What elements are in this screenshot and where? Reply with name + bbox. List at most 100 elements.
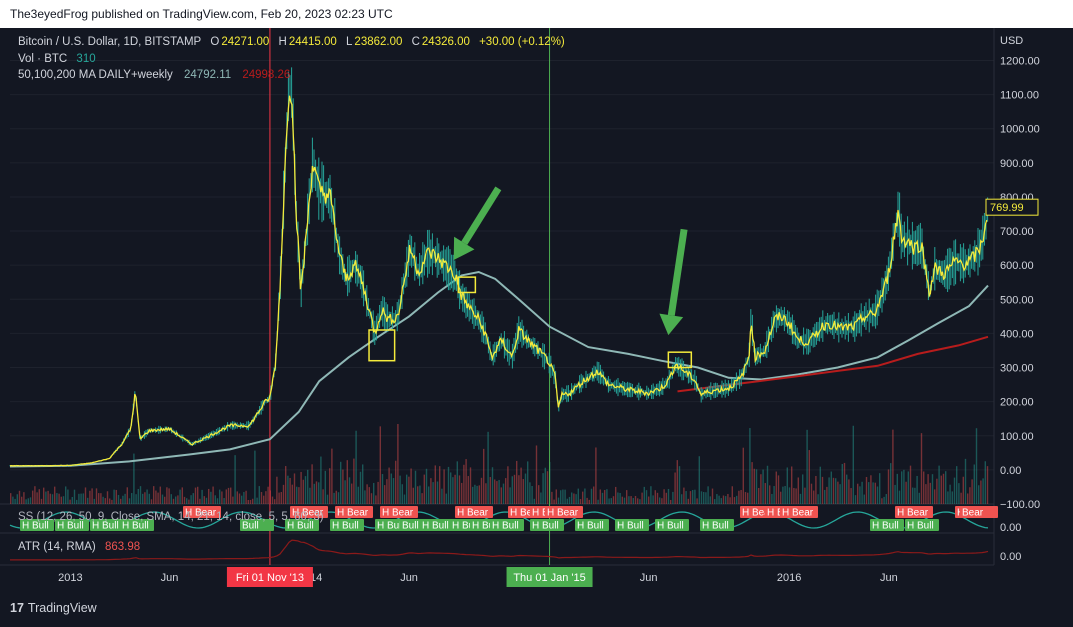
volume-bar — [738, 490, 740, 504]
volume-bar — [766, 465, 769, 504]
volume-bar — [463, 464, 465, 504]
atr-tick-label: 0.00 — [1000, 551, 1021, 563]
volume-bar — [533, 498, 535, 504]
volume-bar — [863, 494, 865, 504]
bull-label-bg — [655, 519, 689, 531]
volume-bar — [571, 492, 573, 504]
volume-bar — [916, 475, 918, 504]
volume-bar — [146, 489, 148, 504]
volume-bar — [929, 482, 931, 504]
publisher-text: The3eyedFrog published on TradingView.co… — [10, 7, 393, 21]
volume-bar — [287, 475, 289, 504]
volume-bar — [865, 476, 868, 504]
x-tick-label: 2013 — [58, 572, 82, 584]
volume-bar — [892, 429, 894, 504]
volume-bar — [703, 491, 705, 504]
volume-bar — [659, 497, 661, 504]
volume-bar — [227, 487, 230, 504]
volume-bar — [938, 465, 940, 504]
volume-bar — [769, 485, 771, 504]
volume-bar — [179, 489, 181, 504]
legend-o-value: 24271.00 — [221, 36, 270, 48]
volume-bar — [458, 475, 461, 504]
volume-bar — [934, 489, 936, 504]
volume-bar — [309, 487, 311, 504]
volume-bar — [590, 488, 593, 504]
volume-bar — [661, 498, 663, 504]
volume-bar — [870, 475, 872, 504]
bull-label-bg — [905, 519, 939, 531]
arrow-shaft — [461, 186, 502, 245]
volume-bar — [36, 492, 38, 504]
bear-label: H Bear — [337, 508, 369, 519]
volume-bar — [764, 483, 766, 504]
volume-bar — [326, 494, 329, 504]
volume-bar — [252, 498, 254, 504]
volume-bar — [238, 493, 241, 504]
volume-bar — [755, 469, 758, 504]
volume-bar — [65, 486, 67, 504]
volume-bar — [920, 433, 923, 504]
volume-bar — [304, 476, 307, 504]
bear-label-bg — [455, 506, 493, 518]
volume-bar — [353, 458, 355, 504]
volume-bar — [828, 477, 830, 504]
volume-bar — [683, 487, 685, 504]
volume-bar — [311, 464, 313, 504]
volume-bar — [161, 494, 164, 504]
chart-svg[interactable]: H Bull H Bull H Bull H Bull Bull H Bull H Bull… — [0, 28, 1073, 592]
bear-label: H Bear — [782, 508, 814, 519]
volume-bar — [978, 485, 980, 504]
volume-bar — [494, 479, 496, 504]
y-tick-label: 600.00 — [1000, 260, 1034, 272]
volume-bar — [421, 493, 423, 504]
bull-label: H Bull — [492, 521, 519, 532]
volume-bar — [958, 483, 960, 504]
volume-bar — [137, 488, 139, 504]
publisher-bar: The3eyedFrog published on TradingView.co… — [0, 0, 1073, 28]
marker-date-label: Thu 01 Jan '15 — [513, 572, 585, 584]
volume-bar — [87, 497, 89, 504]
volume-bar — [78, 493, 80, 504]
volume-bar — [43, 487, 45, 504]
volume-bar — [480, 477, 483, 504]
volume-bar — [676, 460, 678, 504]
y-tick-label: 1100.00 — [1000, 90, 1039, 102]
y-tick-label: 0.00 — [1000, 465, 1021, 477]
volume-bar — [443, 469, 445, 504]
volume-bar — [689, 491, 692, 504]
tradingview-logo[interactable]: 17 TradingView — [10, 601, 97, 615]
volume-bar — [373, 482, 375, 504]
atr-value: 863.98 — [104, 541, 141, 553]
volume-bar — [560, 490, 562, 504]
volume-bar — [293, 473, 296, 504]
volume-bar — [500, 487, 502, 504]
volume-bar — [507, 466, 509, 504]
volume-bar — [786, 467, 788, 504]
volume-bar — [38, 489, 40, 504]
volume-bar — [115, 489, 117, 504]
volume-bar — [280, 492, 282, 504]
volume-bar — [843, 462, 846, 504]
volume-bar — [551, 491, 553, 504]
volume-bar — [758, 487, 760, 504]
volume-bar — [395, 460, 397, 504]
volume-bar — [212, 486, 214, 504]
volume-bar — [388, 467, 390, 504]
volume-bar — [797, 477, 799, 504]
volume-bar — [923, 471, 925, 504]
volume-bar — [942, 473, 945, 504]
volume-bar — [890, 463, 892, 504]
legend-c-label: C — [411, 36, 420, 48]
volume-bar — [414, 470, 417, 504]
volume-bar — [375, 495, 377, 504]
bull-label-bg — [285, 519, 319, 531]
volume-bar — [315, 481, 318, 504]
volume-bar — [986, 466, 989, 504]
y-tick-label: 100.00 — [1000, 431, 1034, 443]
volume-bar — [67, 489, 69, 504]
bull-label-bg — [575, 519, 609, 531]
volume-bar — [634, 496, 637, 504]
legend-c-value: 24326.00 — [421, 36, 470, 48]
volume-bar — [883, 496, 885, 504]
